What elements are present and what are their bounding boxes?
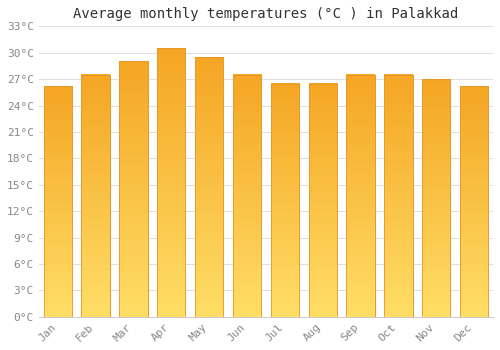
Title: Average monthly temperatures (°C ) in Palakkad: Average monthly temperatures (°C ) in Pa… [74,7,458,21]
Bar [308,84,337,317]
Bar [44,86,72,317]
Bar [346,75,375,317]
Bar [384,75,412,317]
Bar [157,48,186,317]
Bar [308,84,337,317]
Bar [195,57,224,317]
Bar [422,79,450,317]
Bar [44,86,72,317]
Bar [195,57,224,317]
Bar [233,75,261,317]
Bar [422,79,450,317]
Bar [270,84,299,317]
Bar [119,62,148,317]
Bar [270,84,299,317]
Bar [460,86,488,317]
Bar [119,62,148,317]
Bar [82,75,110,317]
Bar [460,86,488,317]
Bar [346,75,375,317]
Bar [233,75,261,317]
Bar [157,48,186,317]
Bar [82,75,110,317]
Bar [384,75,412,317]
